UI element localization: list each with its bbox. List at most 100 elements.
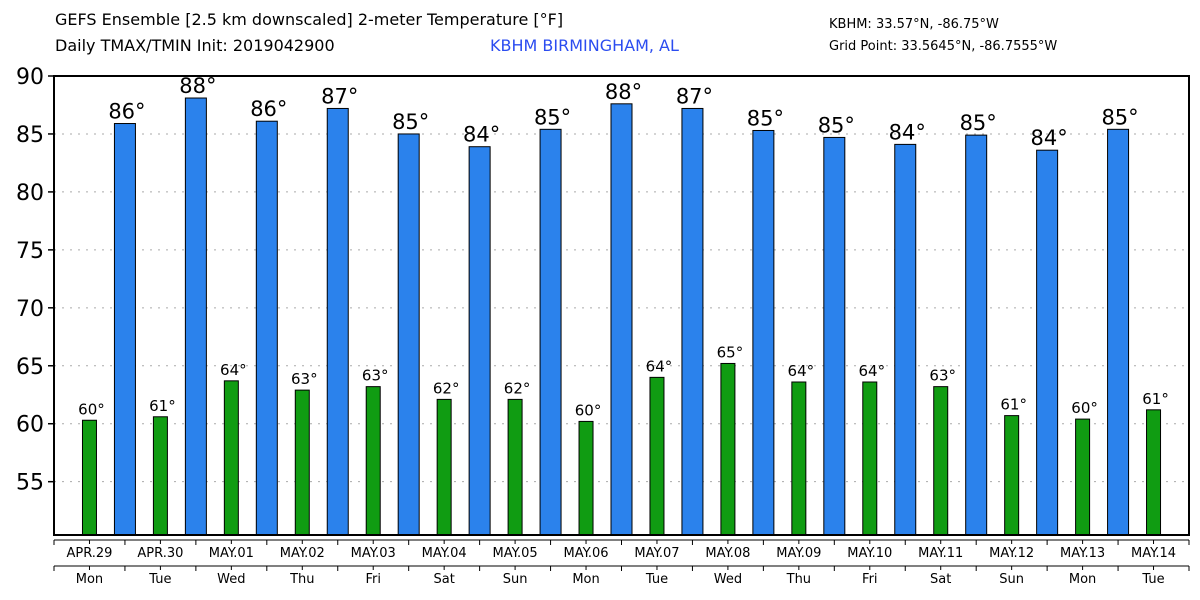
x-weekday-label: Mon — [1069, 572, 1096, 587]
tmin-bar — [1075, 418, 1091, 536]
tmax-value-label: 84° — [1031, 126, 1068, 150]
tmin-value-label: 63° — [929, 367, 956, 385]
tmax-bar — [468, 146, 491, 536]
tmin-value-label: 60° — [1071, 399, 1098, 417]
x-weekday-label: Thu — [786, 572, 811, 587]
tmax-value-label: 86° — [250, 97, 287, 121]
tmin-value-label: 61° — [1142, 390, 1169, 408]
x-weekday-label: Tue — [1141, 572, 1164, 587]
tmax-value-label: 88° — [179, 74, 216, 98]
tmax-value-label: 85° — [747, 106, 784, 130]
tmin-bar — [365, 386, 381, 536]
x-weekday-label: Wed — [217, 572, 245, 587]
x-weekday-label: Sat — [930, 572, 951, 587]
x-weekday-label: Wed — [714, 572, 742, 587]
y-tick-label: 55 — [16, 471, 44, 496]
x-date-label: MAY.04 — [422, 546, 467, 561]
tmin-bar — [1146, 409, 1162, 536]
tmin-bar — [720, 362, 736, 536]
tmin-bar — [294, 389, 310, 536]
tmax-bar — [113, 123, 136, 536]
tmin-value-label: 60° — [575, 401, 602, 419]
tmax-bar — [255, 120, 278, 536]
tmax-value-label: 85° — [818, 113, 855, 137]
tmax-value-label: 85° — [534, 105, 571, 129]
x-weekday-label: Mon — [76, 572, 103, 587]
plot-frame — [53, 75, 1190, 536]
tmax-bar — [894, 143, 917, 536]
x-date-label: MAY.13 — [1060, 546, 1105, 561]
tmin-bar — [1004, 415, 1020, 536]
y-tick-label: 75 — [16, 239, 44, 264]
tmax-value-label: 87° — [321, 84, 358, 108]
tmax-bar — [681, 107, 704, 536]
x-weekday-label: Sat — [433, 572, 454, 587]
x-date-label: MAY.03 — [351, 546, 396, 561]
x-date-label: MAY.14 — [1131, 546, 1176, 561]
tmin-bar — [649, 376, 665, 536]
tmax-bar — [610, 103, 633, 536]
station-name: KBHM BIRMINGHAM, AL — [490, 36, 679, 55]
tmin-value-label: 62° — [504, 379, 531, 397]
x-date-label: MAY.02 — [280, 546, 325, 561]
x-date-label: MAY.06 — [563, 546, 608, 561]
grid-point-coordinates: Grid Point: 33.5645°N, -86.7555°W — [829, 39, 1058, 54]
x-date-label: MAY.01 — [209, 546, 254, 561]
tmax-value-label: 84° — [889, 120, 926, 144]
tmax-bar — [823, 136, 846, 536]
tmin-value-label: 64° — [220, 361, 247, 379]
tmin-value-label: 62° — [433, 379, 460, 397]
x-weekday-label: Tue — [148, 572, 171, 587]
tmin-bar — [578, 420, 594, 536]
tmin-bar — [507, 398, 523, 536]
tmax-bar — [965, 134, 988, 536]
tmin-value-label: 65° — [717, 343, 744, 361]
x-date-label: MAY.09 — [776, 546, 821, 561]
x-weekday-label: Tue — [645, 572, 668, 587]
y-tick-label: 70 — [16, 297, 44, 322]
tmin-bar — [223, 380, 239, 536]
x-date-label: MAY.11 — [918, 546, 963, 561]
y-tick-label: 60 — [16, 413, 44, 438]
y-tick-label: 90 — [16, 65, 44, 90]
x-date-label: MAY.12 — [989, 546, 1034, 561]
tmax-value-label: 84° — [463, 123, 500, 147]
x-weekday-label: Fri — [862, 572, 878, 587]
tmin-bar — [791, 381, 807, 536]
tmax-bar — [1107, 128, 1130, 536]
x-date-label: MAY.05 — [493, 546, 538, 561]
tmin-value-label: 61° — [1000, 396, 1027, 414]
tmax-bar — [752, 129, 775, 536]
tmax-bar — [326, 107, 349, 536]
tmax-bar — [184, 97, 207, 536]
tmin-bar — [81, 419, 97, 536]
tmax-value-label: 86° — [108, 100, 145, 124]
x-date-label: MAY.10 — [847, 546, 892, 561]
tmin-bar — [862, 381, 878, 536]
x-weekday-label: Sun — [999, 572, 1024, 587]
tmin-bar — [436, 398, 452, 536]
tmax-value-label: 87° — [676, 84, 713, 108]
x-date-label: MAY.07 — [634, 546, 679, 561]
tmax-value-label: 85° — [1101, 105, 1138, 129]
chart-subtitle: Daily TMAX/TMIN Init: 2019042900 — [55, 36, 335, 55]
tmax-bar — [1036, 149, 1059, 536]
x-date-label: APR.29 — [66, 546, 112, 561]
station-coordinates: KBHM: 33.57°N, -86.75°W — [829, 17, 999, 32]
x-weekday-label: Mon — [572, 572, 599, 587]
tmin-bar — [152, 416, 168, 536]
tmin-value-label: 64° — [858, 362, 885, 380]
x-date-label: APR.30 — [137, 546, 183, 561]
x-weekday-label: Thu — [289, 572, 314, 587]
x-weekday-label: Sun — [503, 572, 528, 587]
tmin-value-label: 61° — [149, 397, 176, 415]
tmin-value-label: 60° — [78, 400, 105, 418]
tmin-value-label: 64° — [646, 357, 673, 375]
tmax-value-label: 85° — [960, 111, 997, 135]
chart-title: GEFS Ensemble [2.5 km downscaled] 2-mete… — [55, 10, 564, 29]
y-tick-label: 65 — [16, 355, 44, 380]
tmin-value-label: 64° — [788, 362, 815, 380]
tmin-value-label: 63° — [291, 370, 318, 388]
tmax-bar — [397, 133, 420, 536]
